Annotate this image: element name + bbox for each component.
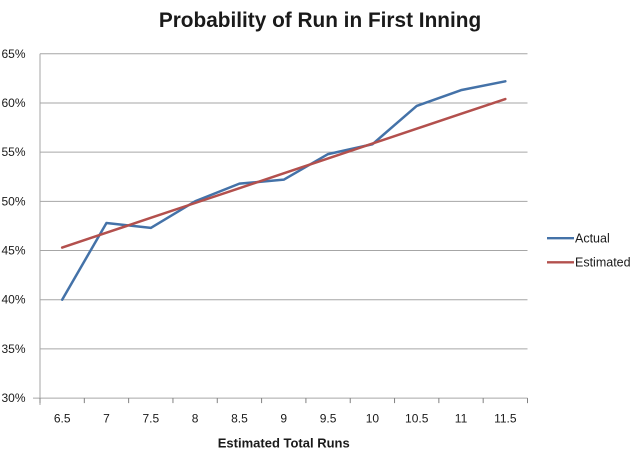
svg-text:6.5: 6.5 <box>54 412 71 426</box>
svg-text:Actual: Actual <box>575 232 610 246</box>
svg-text:65%: 65% <box>1 47 25 61</box>
svg-text:9.5: 9.5 <box>320 412 337 426</box>
svg-text:7.5: 7.5 <box>142 412 159 426</box>
svg-text:35%: 35% <box>1 342 25 356</box>
svg-text:8: 8 <box>192 412 199 426</box>
svg-text:10.5: 10.5 <box>405 412 429 426</box>
svg-text:7: 7 <box>103 412 110 426</box>
svg-text:40%: 40% <box>1 293 25 307</box>
svg-text:9: 9 <box>280 412 287 426</box>
svg-text:11: 11 <box>455 412 468 426</box>
svg-text:50%: 50% <box>1 194 25 208</box>
svg-text:60%: 60% <box>1 96 25 110</box>
svg-text:30%: 30% <box>1 391 25 405</box>
svg-text:8.5: 8.5 <box>231 412 248 426</box>
svg-text:Estimated: Estimated <box>575 256 631 270</box>
svg-text:55%: 55% <box>1 145 25 159</box>
svg-text:45%: 45% <box>1 244 25 258</box>
svg-text:Estimated Total Runs: Estimated Total Runs <box>218 436 350 451</box>
svg-text:11.5: 11.5 <box>494 412 517 426</box>
svg-text:10: 10 <box>366 412 380 426</box>
